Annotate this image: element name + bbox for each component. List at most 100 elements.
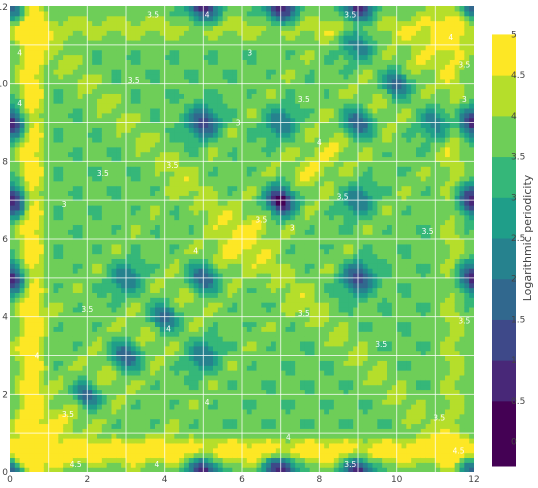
contour-cell — [53, 195, 59, 201]
contour-cell — [121, 151, 127, 158]
contour-cell — [106, 302, 113, 308]
contour-cell — [111, 447, 117, 454]
contour-cell — [48, 224, 55, 230]
contour-cell — [184, 263, 190, 269]
contour-cell — [92, 370, 98, 376]
contour-cell — [217, 219, 224, 226]
contour-cell — [217, 316, 224, 323]
contour-cell — [251, 229, 258, 235]
contour-cell — [135, 442, 142, 449]
contour-cell — [111, 239, 117, 245]
contour-cell — [101, 321, 108, 327]
contour-cell — [77, 452, 84, 459]
contour-cell — [43, 88, 50, 94]
contour-cell — [29, 404, 35, 410]
contour-cell — [14, 287, 21, 293]
contour-cell — [140, 389, 146, 395]
contour-cell — [130, 268, 137, 274]
contour-cell — [116, 316, 122, 323]
contour-cell — [87, 112, 93, 119]
contour-cell — [150, 103, 156, 109]
contour-cell — [39, 30, 45, 36]
contour-cell — [184, 166, 190, 172]
contour-cell — [179, 418, 185, 425]
contour-cell — [43, 59, 50, 65]
contour-cell — [68, 122, 74, 128]
contour-cell — [203, 54, 209, 60]
contour-cell — [169, 239, 175, 245]
contour-cell — [256, 78, 262, 85]
contour-cell — [256, 340, 262, 347]
contour-cell — [116, 442, 122, 449]
contour-cell — [43, 54, 50, 60]
contour-cell — [203, 408, 209, 415]
contour-cell — [77, 457, 84, 463]
contour-cell — [77, 49, 84, 56]
contour-cell — [193, 10, 200, 17]
contour-cell — [53, 404, 59, 410]
contour-cell — [87, 384, 93, 391]
contour-cell — [213, 132, 219, 138]
contour-cell — [237, 190, 243, 196]
contour-cell — [169, 214, 175, 221]
contour-cell — [39, 49, 45, 56]
contour-cell — [203, 15, 209, 22]
contour-cell — [169, 306, 175, 313]
contour-cell — [188, 112, 195, 119]
contour-cell — [232, 243, 238, 250]
contour-cell — [92, 88, 98, 94]
contour-cell — [150, 25, 156, 31]
contour-cell — [184, 408, 190, 415]
contour-cell — [68, 277, 74, 284]
contour-cell — [251, 277, 258, 284]
contour-cell — [77, 25, 84, 31]
contour-cell — [242, 132, 248, 138]
contour-cell — [222, 224, 229, 230]
contour-cell — [126, 345, 132, 352]
contour-cell — [34, 365, 40, 371]
contour-cell — [29, 399, 35, 405]
contour-cell — [14, 219, 21, 226]
contour-cell — [256, 175, 262, 182]
contour-cell — [82, 166, 88, 172]
contour-cell — [135, 112, 142, 119]
contour-cell — [39, 205, 45, 211]
contour-cell — [29, 175, 35, 182]
contour-cell — [58, 423, 64, 429]
contour-cell — [24, 248, 30, 255]
contour-cell — [63, 384, 69, 391]
contour-cell — [208, 428, 214, 434]
contour-cell — [193, 428, 200, 434]
contour-cell — [246, 389, 253, 395]
contour-cell — [58, 234, 64, 240]
contour-cell — [53, 355, 59, 361]
contour-cell — [237, 282, 243, 289]
contour-cell — [232, 384, 238, 391]
contour-cell — [256, 88, 262, 94]
contour-cell — [29, 103, 35, 109]
contour-cell — [92, 209, 98, 216]
contour-cell — [34, 428, 40, 434]
contour-cell — [116, 355, 122, 361]
contour-cell — [251, 54, 258, 60]
contour-cell — [135, 316, 142, 323]
contour-cell — [203, 321, 209, 327]
contour-cell — [184, 239, 190, 245]
contour-cell — [97, 277, 103, 284]
contour-cell — [193, 25, 200, 31]
contour-cell — [188, 452, 195, 459]
contour-cell — [43, 171, 50, 177]
contour-cell — [130, 282, 137, 289]
contour-cell — [130, 292, 137, 298]
contour-cell — [179, 336, 185, 342]
contour-cell — [34, 297, 40, 303]
contour-cell — [232, 180, 238, 187]
contour-cell — [53, 316, 59, 323]
contour-cell — [237, 107, 243, 114]
contour-cell — [222, 49, 229, 56]
contour-cell — [121, 452, 127, 459]
contour-cell — [246, 374, 253, 381]
contour-cell — [39, 39, 45, 46]
contour-cell — [227, 408, 233, 415]
contour-cell — [256, 248, 262, 255]
